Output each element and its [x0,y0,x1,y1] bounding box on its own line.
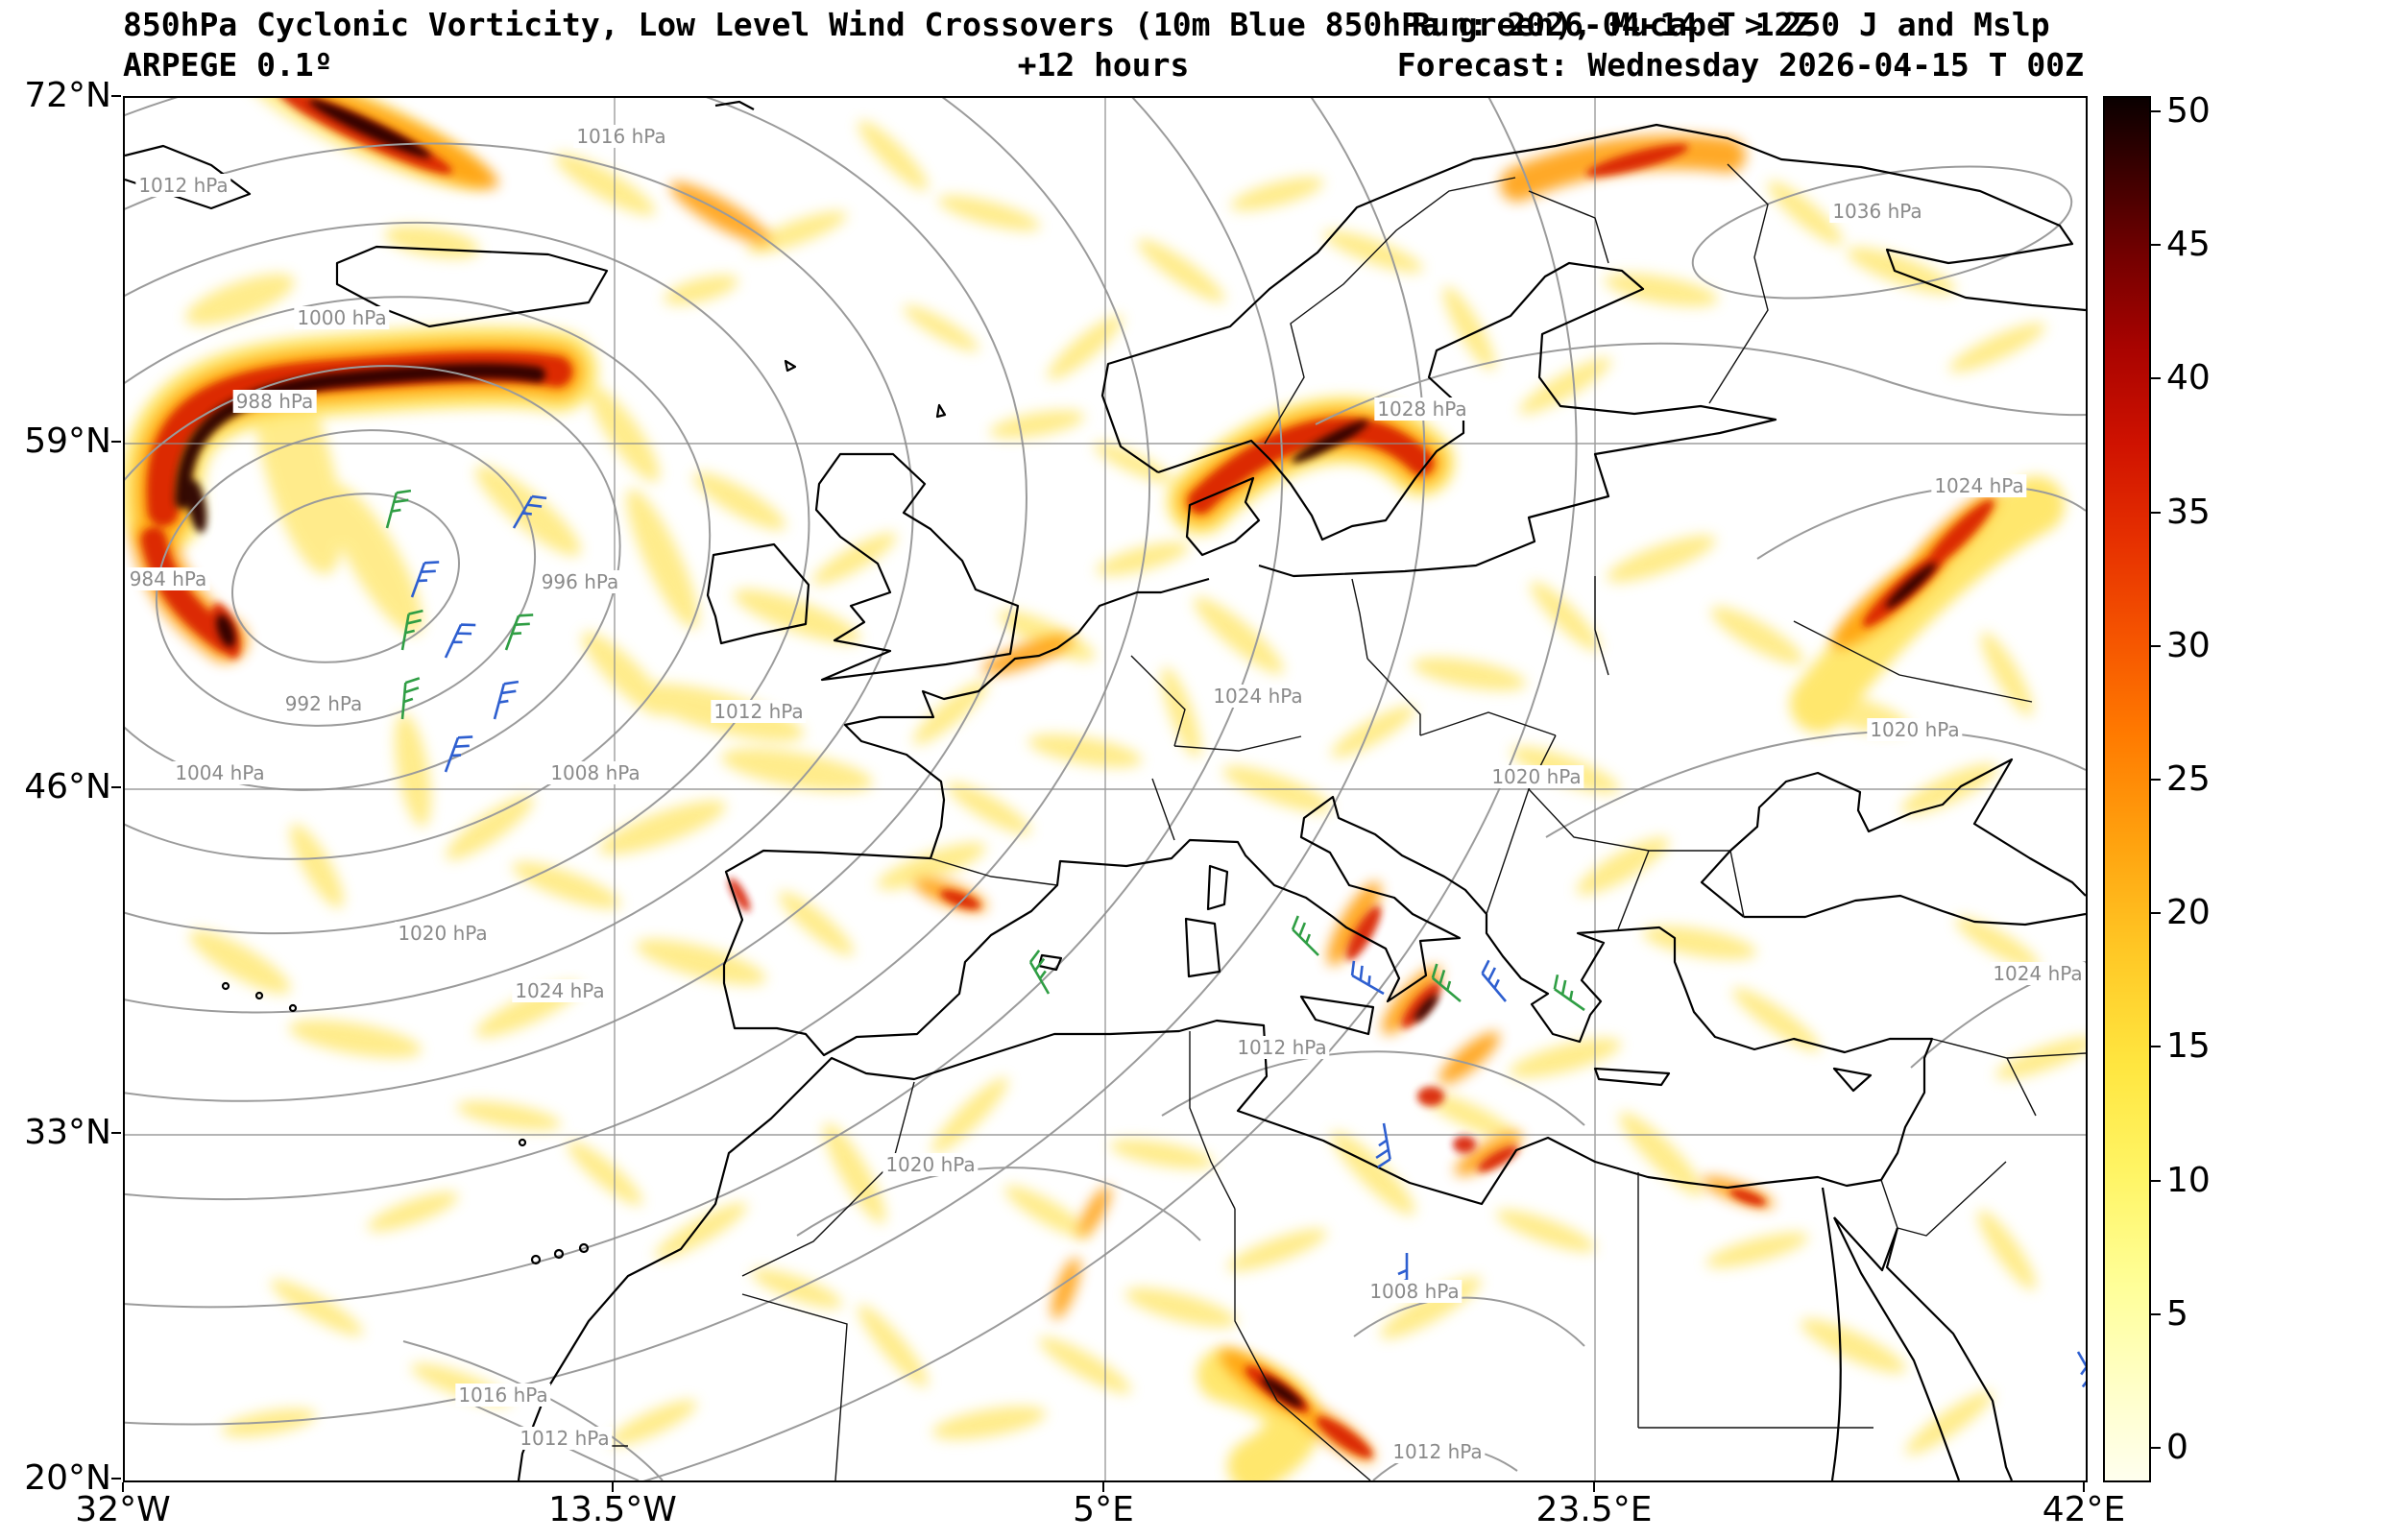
green-wind-barb-icon [1553,975,1585,1012]
x-tick-label: 42°E [2042,1490,2126,1529]
colorbar-tick-mark [2149,912,2161,915]
y-tick-label: 20°N [24,1458,111,1498]
vorticity-yellow-layer [125,98,2086,1480]
y-tick-label: 33°N [24,1113,111,1152]
blue-wind-barb-icon [444,735,473,773]
axis-tick [122,1482,124,1492]
country-borders-layer [522,163,2086,1480]
axis-tick [1593,1482,1595,1492]
colorbar-tick-mark [2149,1447,2161,1449]
green-wind-barb-icon [385,489,412,529]
axis-tick [612,1482,614,1492]
green-wind-barb-icon [400,609,423,651]
x-tick-label: 13.5°W [548,1490,677,1529]
y-tick-label: 46°N [24,767,111,806]
green-wind-barb-icon [1431,963,1462,1002]
colorbar-tick-label: 40 [2166,358,2211,398]
colorbar-tick-mark [2149,511,2161,514]
colorbar [2103,96,2151,1482]
blue-wind-barb-icon [1375,1122,1391,1168]
colorbar-tick-label: 25 [2166,759,2211,799]
run-label: Run: 2026-04-14 T 12Z [1412,6,1813,43]
map-svg [125,98,2086,1480]
blue-wind-barb-icon [512,494,547,529]
colorbar-tick-mark [2149,1312,2161,1315]
colorbar-tick-label: 5 [2166,1293,2188,1334]
blue-wind-barb-icon [1392,1253,1409,1297]
green-wind-barb-icon [400,677,421,720]
colorbar-gradient [2105,98,2149,1480]
colorbar-tick-mark [2149,644,2161,647]
axis-tick [111,95,121,97]
blue-wind-barb-icon [1350,960,1385,996]
colorbar-tick-mark [2149,1179,2161,1182]
axis-tick [1102,1482,1104,1492]
axis-tick [2083,1482,2085,1492]
colorbar-tick-mark [2149,377,2161,380]
wind-barbs-layer [385,489,2086,1396]
colorbar-tick-mark [2149,1046,2161,1048]
blue-wind-barb-icon [2076,1351,2086,1396]
blue-wind-barb-icon [444,623,476,659]
map-plot-area: 1016 hPa 1012 hPa 1000 hPa 988 hPa 984 hPa 99… [123,96,2088,1482]
forecast-label: Forecast: Wednesday 2026-04-15 T 00Z [1396,46,2084,84]
colorbar-tick-mark [2149,244,2161,247]
colorbar-tick-label: 0 [2166,1428,2188,1467]
x-tick-label: 32°W [75,1490,171,1529]
colorbar-tick-label: 30 [2166,625,2211,665]
coastlines-layer [125,100,2086,1480]
axis-tick [111,441,121,443]
x-tick-label: 23.5°E [1535,1490,1653,1529]
colorbar-tick-label: 35 [2166,492,2211,532]
blue-wind-barb-icon [410,561,440,598]
green-wind-barb-icon [1291,915,1319,956]
blue-wind-barb-icon [493,680,520,720]
axis-tick [111,1478,121,1480]
colorbar-tick-label: 45 [2166,225,2211,265]
chart-title: 850hPa Cyclonic Vorticity, Low Level Win… [123,6,2050,43]
graticule-layer [125,98,2086,1480]
y-tick-label: 72°N [24,76,111,115]
lead-time-label: +12 hours [1017,46,1190,84]
blue-wind-barb-icon [1481,959,1507,1002]
axis-tick [111,786,121,788]
axis-tick [111,1132,121,1134]
x-tick-label: 5°E [1073,1490,1134,1529]
colorbar-tick-mark [2149,779,2161,781]
model-label: ARPEGE 0.1º [123,46,333,84]
colorbar-tick-label: 10 [2166,1160,2211,1200]
y-tick-label: 59°N [24,421,111,461]
colorbar-tick-label: 20 [2166,893,2211,933]
colorbar-tick-label: 50 [2166,91,2211,131]
green-wind-barb-icon [504,614,534,651]
colorbar-tick-label: 15 [2166,1026,2211,1067]
colorbar-tick-mark [2149,110,2161,112]
green-wind-barb-icon [1028,950,1051,995]
